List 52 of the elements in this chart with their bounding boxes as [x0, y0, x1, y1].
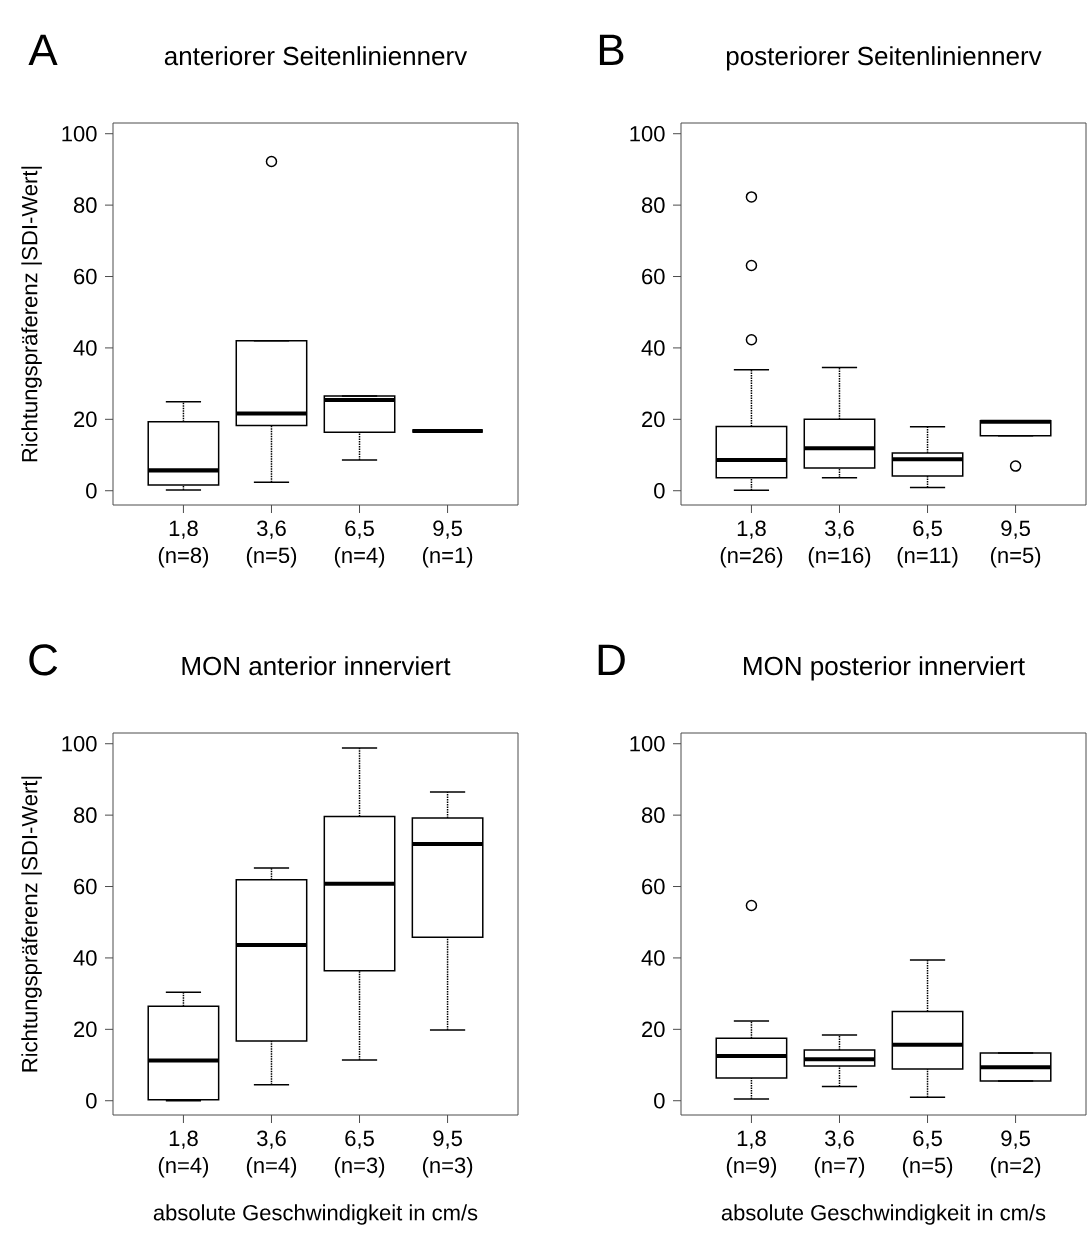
- y-tick-label: 20: [642, 411, 665, 428]
- y-tick-label: 100: [630, 735, 665, 752]
- x-tick-label: 1,8 (n=26): [720, 520, 783, 568]
- y-tick-label: 60: [74, 268, 97, 285]
- x-tick-label: 1,8 (n=4): [158, 1130, 209, 1178]
- y-tick-label: 80: [641, 197, 665, 213]
- y-tick-label: 80: [73, 807, 97, 823]
- x-axis-title: absolute Geschwindigkeit in cm/s: [721, 1204, 1046, 1225]
- x-tick-label: 9,5 (n=5): [990, 520, 1041, 568]
- y-tick-label: 40: [73, 950, 97, 966]
- chart-title: MON anterior innerviert: [182, 656, 451, 676]
- y-tick-label: 20: [642, 1021, 665, 1038]
- x-axis-title: absolute Geschwindigkeit in cm/s: [153, 1204, 478, 1225]
- y-axis-title: Richtungspräferenz |SDI-Wert|: [21, 166, 42, 462]
- y-tick-label: 0: [86, 1092, 97, 1109]
- y-tick-label: 100: [62, 125, 97, 142]
- y-tick-label: 100: [630, 125, 665, 142]
- chart-title: MON posterior innerviert: [744, 656, 1025, 681]
- y-tick-label: 60: [74, 878, 97, 895]
- y-tick-label: 80: [641, 807, 665, 823]
- y-tick-label: 40: [73, 340, 97, 356]
- x-tick-label: 1,8 (n=8): [158, 520, 209, 568]
- x-tick-label: 3,6 (n=5): [246, 520, 297, 568]
- y-tick-label: 60: [642, 878, 665, 895]
- y-tick-label: 80: [73, 197, 97, 213]
- x-tick-label: 6,5 (n=3): [334, 1130, 385, 1178]
- y-tick-label: 0: [654, 482, 665, 499]
- text: D: [598, 644, 625, 676]
- x-tick-label: 9,5 (n=1): [422, 520, 473, 568]
- y-tick-label: 60: [642, 268, 665, 285]
- x-tick-label: 9,5 (n=2): [990, 1130, 1041, 1178]
- y-tick-label: 20: [74, 1021, 97, 1038]
- y-tick-label: 0: [86, 482, 97, 499]
- y-tick-label: 40: [641, 950, 665, 966]
- x-tick-label: 3,6 (n=7): [814, 1130, 865, 1178]
- x-tick-label: 6,5 (n=5): [902, 1130, 953, 1178]
- chart-title: anteriorer Seitenliniennerv: [164, 46, 468, 66]
- text: C: [29, 644, 58, 676]
- text: A: [28, 34, 58, 65]
- y-tick-label: 100: [62, 735, 97, 752]
- x-tick-label: 1,8 (n=9): [726, 1130, 777, 1178]
- chart-title: posteriorer Seitenliniennerv: [726, 46, 1042, 71]
- y-tick-label: 0: [654, 1092, 665, 1109]
- text: B: [599, 34, 624, 65]
- x-tick-label: 6,5 (n=4): [334, 520, 385, 568]
- x-tick-label: 9,5 (n=3): [422, 1130, 473, 1178]
- x-tick-label: 6,5 (n=11): [897, 520, 958, 568]
- x-tick-label: 3,6 (n=4): [246, 1130, 297, 1178]
- x-tick-label: 3,6 (n=16): [808, 520, 871, 568]
- y-axis-title: Richtungspräferenz |SDI-Wert|: [21, 776, 42, 1072]
- y-tick-label: 40: [641, 340, 665, 356]
- y-tick-label: 20: [74, 411, 97, 428]
